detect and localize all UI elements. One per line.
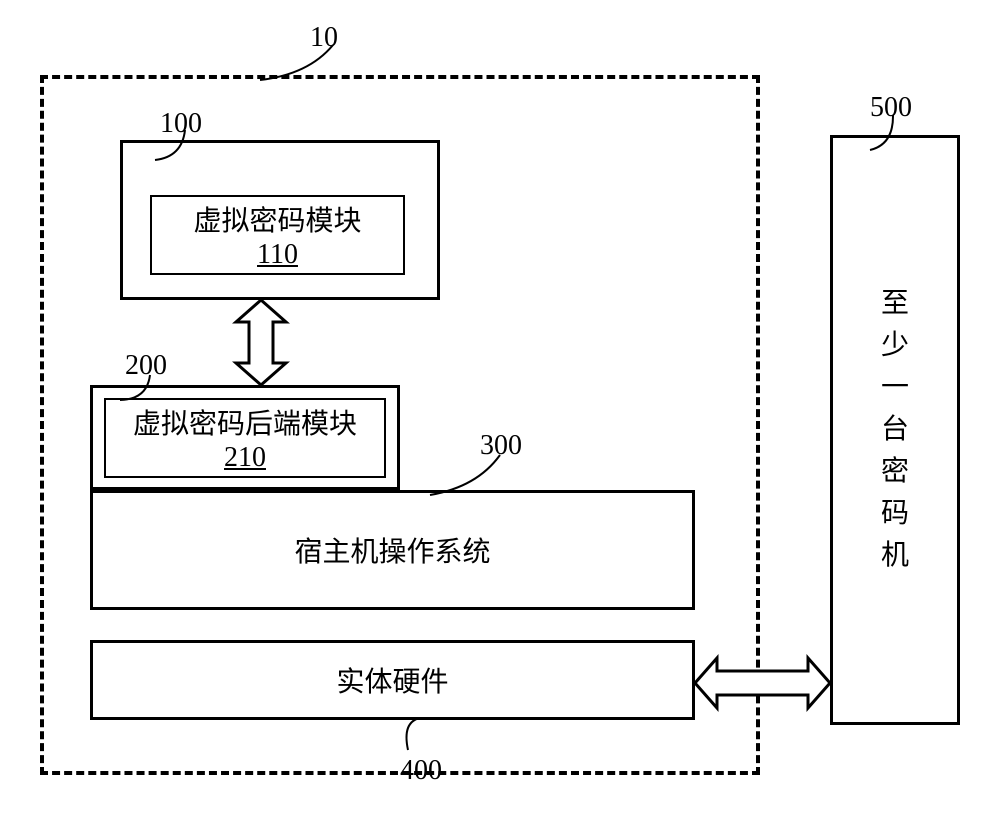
diagram-stage: 10 100 200 300 400 500 宿主机操作系统 虚拟密码模块 11…	[0, 0, 1000, 829]
box-500-label: 至少一台密码机	[881, 283, 909, 577]
box-110-title: 虚拟密码模块	[193, 199, 361, 239]
box-210-virtual-crypto-backend: 虚拟密码后端模块 210	[104, 398, 386, 478]
box-300-host-os: 宿主机操作系统	[90, 490, 695, 610]
box-400-physical-hardware: 实体硬件	[90, 640, 695, 720]
box-110-virtual-crypto-module: 虚拟密码模块 110	[150, 195, 405, 275]
box-110-ref: 110	[257, 239, 298, 271]
box-300-label: 宿主机操作系统	[294, 530, 490, 570]
box-400-label: 实体硬件	[336, 660, 448, 700]
ref-10: 10	[310, 22, 338, 54]
box-500-cipher-machine: 至少一台密码机	[830, 135, 960, 725]
box-210-ref: 210	[224, 442, 266, 474]
box-210-title: 虚拟密码后端模块	[133, 402, 357, 442]
ref-500: 500	[870, 92, 912, 124]
